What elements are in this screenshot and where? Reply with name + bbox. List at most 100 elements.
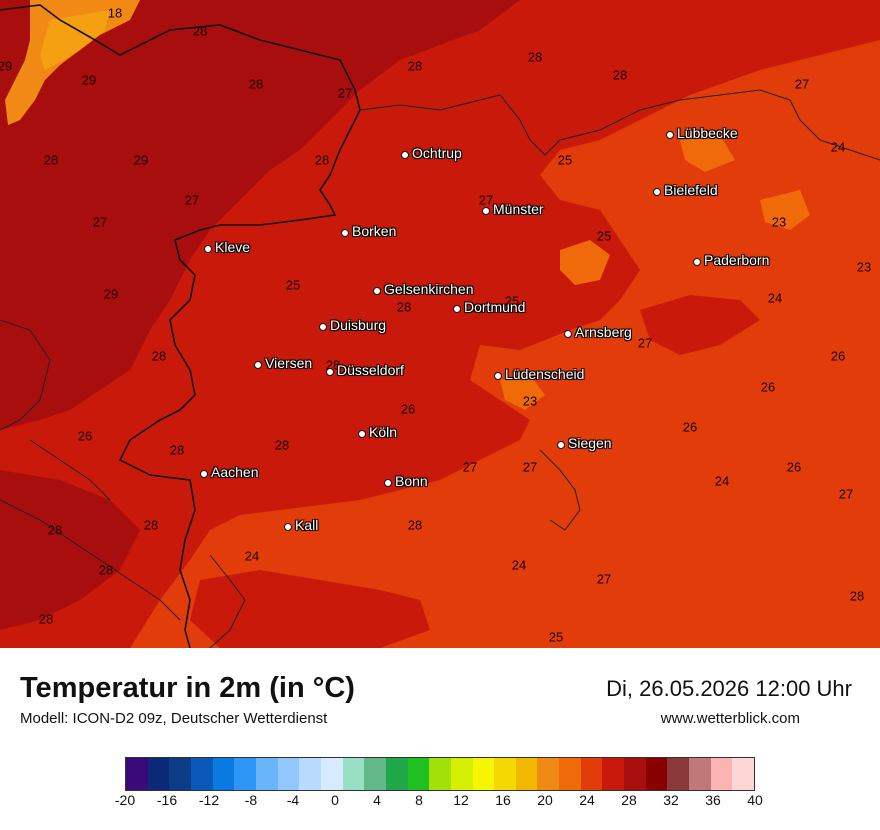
- city-label: Kleve: [215, 239, 251, 255]
- temperature-value-label: 27: [637, 335, 653, 351]
- temperature-value-label: 28: [407, 58, 423, 74]
- temperature-value-label: 28: [47, 522, 63, 538]
- city-dot[interactable]: [564, 330, 572, 338]
- city-label: Düsseldorf: [337, 362, 404, 378]
- temperature-value-label: 23: [856, 259, 872, 275]
- city-label: Lübbecke: [677, 125, 738, 141]
- city-dot[interactable]: [453, 305, 461, 313]
- city-dot[interactable]: [494, 372, 502, 380]
- city-label: Dortmund: [464, 299, 526, 315]
- temperature-map[interactable]: 18 28 28 28 29 28 29 28 27 27 24 28 29 28 25 27 27 27 23 25…: [0, 0, 880, 648]
- city-dot[interactable]: [254, 361, 262, 369]
- website-link[interactable]: www.wetterblick.com: [660, 710, 800, 727]
- city-dot[interactable]: [284, 523, 292, 531]
- color-legend: [125, 757, 755, 791]
- temp-field-32: [40, 10, 110, 70]
- temp-field-28-30: [0, 0, 520, 430]
- temperature-value-label: 26: [682, 419, 698, 435]
- legend-swatch: [234, 758, 256, 790]
- temperature-value-label: 24: [511, 557, 527, 573]
- legend-swatch: [624, 758, 646, 790]
- city-dot[interactable]: [373, 287, 381, 295]
- city-dot[interactable]: [341, 229, 349, 237]
- model-info: Modell: ICON-D2 09z, Deutscher Wetterdie…: [20, 710, 328, 727]
- legend-swatch: [580, 758, 603, 790]
- temperature-value-label: 18: [107, 5, 123, 21]
- temperature-value-label: 28: [169, 442, 185, 458]
- legend-swatch: [710, 758, 733, 790]
- temperature-value-label: 28: [38, 611, 54, 627]
- city-dot[interactable]: [666, 131, 674, 139]
- legend-tick-label: -8: [244, 792, 258, 808]
- city-dot[interactable]: [319, 323, 327, 331]
- legend-swatch: [667, 758, 690, 790]
- legend-swatch: [364, 758, 386, 790]
- city-label: Münster: [493, 201, 544, 217]
- city-dot[interactable]: [557, 441, 565, 449]
- temperature-value-label: 28: [527, 49, 543, 65]
- city-dot[interactable]: [384, 479, 392, 487]
- city-dot[interactable]: [204, 245, 212, 253]
- temperature-value-label: 29: [103, 286, 119, 302]
- temp-field-22-24: [500, 135, 810, 410]
- legend-swatch: [147, 758, 170, 790]
- city-label: Aachen: [211, 464, 259, 480]
- city-label: Bielefeld: [664, 182, 718, 198]
- temperature-value-label: 24: [830, 139, 846, 155]
- city-dot[interactable]: [326, 368, 334, 376]
- legend-tick-label: 16: [495, 792, 511, 808]
- legend-swatch: [320, 758, 343, 790]
- state-borders: [0, 89, 880, 648]
- legend-tick-label: -12: [198, 792, 220, 808]
- temperature-value-label: 25: [504, 293, 520, 309]
- city-label: Arnsberg: [575, 324, 632, 340]
- map-canvas: [0, 0, 880, 648]
- legend-tick-label: 28: [621, 792, 637, 808]
- legend-swatch: [126, 758, 148, 790]
- legend-swatch: [342, 758, 365, 790]
- temperature-value-label: 29: [0, 58, 13, 74]
- legend-swatch: [602, 758, 625, 790]
- legend-tick-label: 32: [663, 792, 679, 808]
- legend-swatch: [277, 758, 300, 790]
- legend-swatch: [429, 758, 451, 790]
- city-dot[interactable]: [401, 151, 409, 159]
- temperature-value-label: 26: [77, 428, 93, 444]
- temperature-value-label: 27: [478, 192, 494, 208]
- temp-field-28-30b: [0, 470, 140, 630]
- city-label: Siegen: [568, 435, 612, 451]
- city-label: Duisburg: [330, 317, 387, 333]
- city-dot[interactable]: [653, 188, 661, 196]
- legend-tick-label: 0: [331, 792, 339, 808]
- temperature-value-label: 25: [285, 277, 301, 293]
- legend-color-bar: [125, 757, 755, 791]
- legend-tick-label: 8: [415, 792, 423, 808]
- temperature-value-label: 28: [274, 437, 290, 453]
- temperature-value-label: 28: [143, 517, 159, 533]
- temperature-value-label: 27: [184, 192, 200, 208]
- city-label: Bonn: [395, 473, 428, 489]
- legend-swatch: [732, 758, 755, 790]
- legend-swatch: [645, 758, 668, 790]
- city-dot[interactable]: [693, 258, 701, 266]
- temperature-value-label: 28: [151, 348, 167, 364]
- legend-swatch: [450, 758, 473, 790]
- legend-tick-label: -20: [114, 792, 136, 808]
- temperature-value-label: 25: [596, 228, 612, 244]
- city-label: Ochtrup: [412, 145, 462, 161]
- temperature-value-label: 24: [767, 290, 783, 306]
- city-dot[interactable]: [200, 470, 208, 478]
- temperature-value-label: 28: [98, 562, 114, 578]
- city-dot[interactable]: [358, 430, 366, 438]
- temp-field-30-32: [5, 0, 140, 125]
- legend-swatch: [255, 758, 278, 790]
- temperature-value-label: 27: [92, 214, 108, 230]
- temperature-value-label: 28: [43, 152, 59, 168]
- temperature-value-label: 28: [192, 23, 208, 39]
- city-dot[interactable]: [482, 207, 490, 215]
- city-label: Kall: [295, 517, 319, 533]
- temperature-value-label: 28: [612, 67, 628, 83]
- temperature-value-label: 27: [794, 76, 810, 92]
- temperature-value-label: 29: [81, 72, 97, 88]
- temperature-value-label: 23: [522, 393, 538, 409]
